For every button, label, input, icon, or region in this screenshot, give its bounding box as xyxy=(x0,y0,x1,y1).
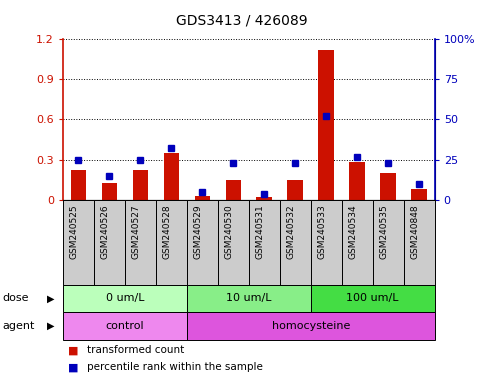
Text: ■: ■ xyxy=(68,345,78,355)
Bar xyxy=(311,200,342,285)
Bar xyxy=(226,180,241,200)
Bar xyxy=(187,285,311,312)
Bar xyxy=(63,285,187,312)
Bar xyxy=(101,183,117,200)
Text: GSM240848: GSM240848 xyxy=(410,204,419,259)
Text: GSM240527: GSM240527 xyxy=(131,204,140,259)
Text: transformed count: transformed count xyxy=(87,345,184,355)
Text: 0 um/L: 0 um/L xyxy=(105,293,144,303)
Text: GSM240532: GSM240532 xyxy=(286,204,295,259)
Bar xyxy=(71,170,86,200)
Bar xyxy=(381,173,396,200)
Bar xyxy=(187,200,218,285)
Bar xyxy=(195,196,210,200)
Bar xyxy=(156,200,187,285)
Text: homocysteine: homocysteine xyxy=(271,321,350,331)
Bar xyxy=(287,180,303,200)
Bar xyxy=(311,285,435,312)
Text: 10 um/L: 10 um/L xyxy=(226,293,271,303)
Text: GSM240525: GSM240525 xyxy=(69,204,78,259)
Text: GSM240535: GSM240535 xyxy=(379,204,388,259)
Bar xyxy=(412,189,427,200)
Text: agent: agent xyxy=(2,321,35,331)
Bar xyxy=(350,162,365,200)
Text: 100 um/L: 100 um/L xyxy=(346,293,399,303)
Text: ▶: ▶ xyxy=(47,321,55,331)
Bar xyxy=(280,200,311,285)
Bar xyxy=(218,200,249,285)
Bar xyxy=(63,312,187,340)
Text: GSM240529: GSM240529 xyxy=(193,204,202,259)
Text: GSM240530: GSM240530 xyxy=(224,204,233,259)
Bar xyxy=(404,200,435,285)
Text: ■: ■ xyxy=(68,362,78,372)
Text: GSM240528: GSM240528 xyxy=(162,204,171,259)
Bar xyxy=(249,200,280,285)
Text: control: control xyxy=(105,321,144,331)
Bar xyxy=(125,200,156,285)
Bar xyxy=(256,197,272,200)
Bar xyxy=(373,200,404,285)
Bar xyxy=(342,200,373,285)
Text: GSM240526: GSM240526 xyxy=(100,204,109,259)
Bar xyxy=(94,200,125,285)
Bar xyxy=(63,200,94,285)
Text: ▶: ▶ xyxy=(47,293,55,303)
Bar xyxy=(187,312,435,340)
Text: dose: dose xyxy=(2,293,29,303)
Text: GDS3413 / 426089: GDS3413 / 426089 xyxy=(176,13,307,27)
Bar xyxy=(318,50,334,200)
Text: GSM240531: GSM240531 xyxy=(255,204,264,259)
Text: GSM240533: GSM240533 xyxy=(317,204,326,259)
Text: GSM240534: GSM240534 xyxy=(348,204,357,259)
Text: percentile rank within the sample: percentile rank within the sample xyxy=(87,362,263,372)
Bar xyxy=(164,153,179,200)
Bar xyxy=(132,170,148,200)
